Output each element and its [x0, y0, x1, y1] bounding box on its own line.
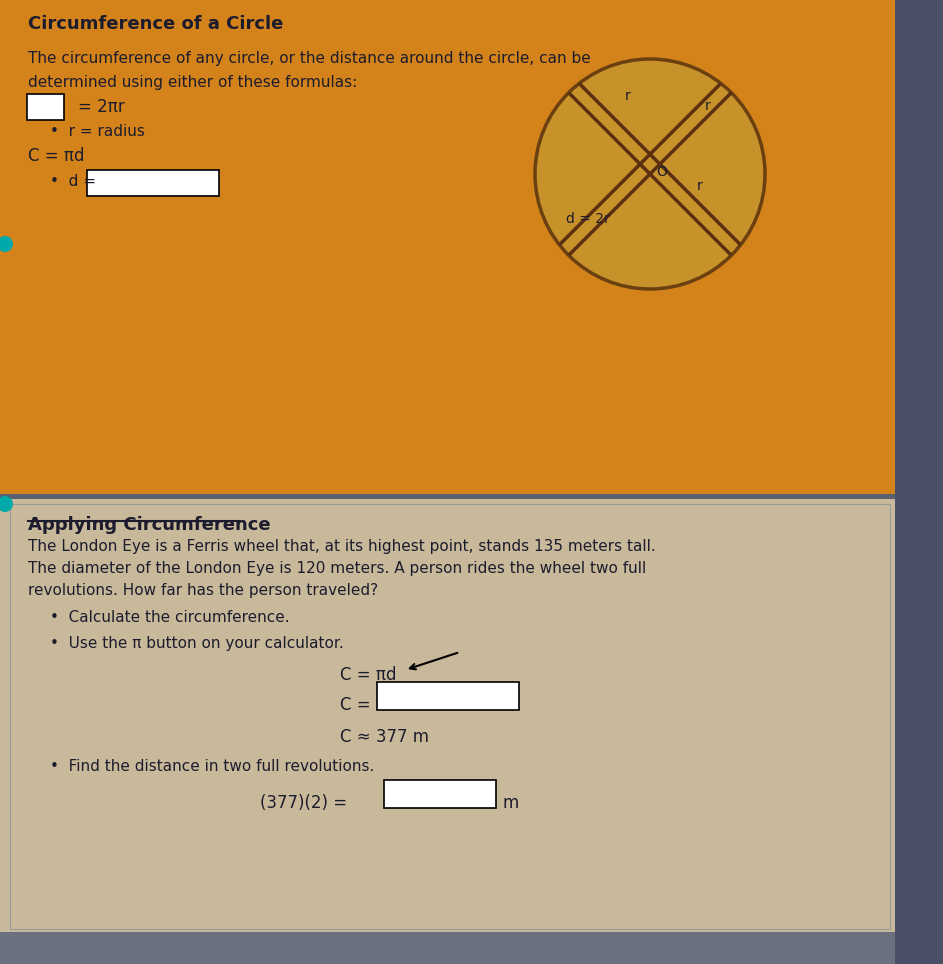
- Text: The circumference of any circle, or the distance around the circle, can be: The circumference of any circle, or the …: [28, 51, 590, 67]
- Text: r: r: [697, 179, 703, 193]
- Text: determined using either of these formulas:: determined using either of these formula…: [28, 74, 357, 90]
- FancyBboxPatch shape: [895, 0, 943, 964]
- Text: revolutions. How far has the person traveled?: revolutions. How far has the person trav…: [28, 583, 378, 598]
- Text: •  Find the distance in two full revolutions.: • Find the distance in two full revoluti…: [50, 759, 374, 774]
- Text: •  Use the π button on your calculator.: • Use the π button on your calculator.: [50, 636, 344, 651]
- Text: r: r: [705, 99, 711, 113]
- Text: C = πd: C = πd: [28, 147, 85, 165]
- Text: Applying Circumference: Applying Circumference: [28, 516, 271, 534]
- FancyBboxPatch shape: [377, 682, 519, 710]
- Text: •  Calculate the circumference.: • Calculate the circumference.: [50, 610, 290, 625]
- Text: Circumference of a Circle: Circumference of a Circle: [28, 15, 284, 33]
- Text: C ≈ 377 m: C ≈ 377 m: [340, 728, 429, 746]
- Text: d = 2r: d = 2r: [566, 212, 610, 226]
- FancyBboxPatch shape: [0, 499, 895, 934]
- Text: •  r = radius: • r = radius: [50, 124, 145, 140]
- Text: O: O: [656, 165, 668, 179]
- FancyBboxPatch shape: [27, 94, 64, 120]
- FancyBboxPatch shape: [384, 780, 496, 808]
- Text: r: r: [625, 89, 631, 103]
- FancyBboxPatch shape: [0, 0, 895, 494]
- Text: (377)(2) =: (377)(2) =: [260, 794, 353, 812]
- Text: m: m: [502, 794, 519, 812]
- FancyBboxPatch shape: [87, 170, 219, 196]
- Text: The diameter of the London Eye is 120 meters. A person rides the wheel two full: The diameter of the London Eye is 120 me…: [28, 561, 646, 576]
- Circle shape: [0, 236, 13, 252]
- Circle shape: [535, 59, 765, 289]
- Text: C =: C =: [340, 696, 376, 714]
- Text: C = πd: C = πd: [340, 666, 396, 684]
- FancyBboxPatch shape: [0, 932, 895, 964]
- Circle shape: [0, 496, 13, 512]
- Text: = 2πr: = 2πr: [78, 98, 124, 116]
- Text: The London Eye is a Ferris wheel that, at its highest point, stands 135 meters t: The London Eye is a Ferris wheel that, a…: [28, 539, 655, 554]
- Text: •  d =: • d =: [50, 174, 96, 190]
